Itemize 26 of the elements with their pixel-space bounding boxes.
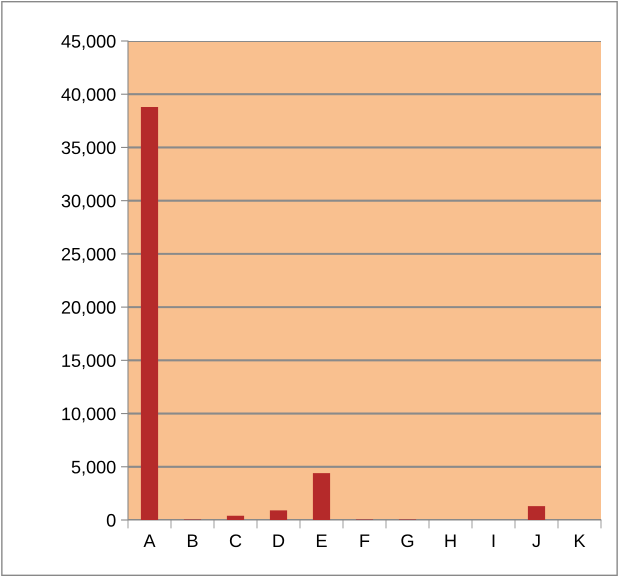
y-tick-label: 0 xyxy=(106,514,116,527)
bar xyxy=(140,106,158,520)
y-tick-label: 40,000 xyxy=(61,88,116,104)
bar xyxy=(226,516,244,520)
y-tick-label: 15,000 xyxy=(62,354,116,370)
x-tick-label: B xyxy=(188,534,198,547)
y-tick-label: 45,000 xyxy=(61,34,116,50)
bar xyxy=(528,506,546,520)
x-tick-label: K xyxy=(574,534,586,547)
x-tick-label: G xyxy=(401,534,414,548)
x-tick-label: F xyxy=(360,534,370,547)
y-tick-label: 30,000 xyxy=(62,194,116,210)
y-tick-label: 20,000 xyxy=(62,301,116,316)
x-tick-label: E xyxy=(316,534,327,547)
x-tick-label: D xyxy=(273,534,284,547)
y-tick-label: 5,000 xyxy=(72,460,116,476)
y-tick-label: 10,000 xyxy=(62,407,116,422)
x-tick-label: I xyxy=(492,534,494,547)
bar xyxy=(270,510,288,520)
x-tick-label: A xyxy=(144,534,156,547)
bar xyxy=(312,473,330,520)
x-tick-label: C xyxy=(230,534,242,548)
y-tick-label: 35,000 xyxy=(62,141,116,156)
x-tick-label: H xyxy=(445,534,456,547)
x-tick-label: J xyxy=(532,534,540,548)
y-tick-label: 25,000 xyxy=(62,248,116,263)
